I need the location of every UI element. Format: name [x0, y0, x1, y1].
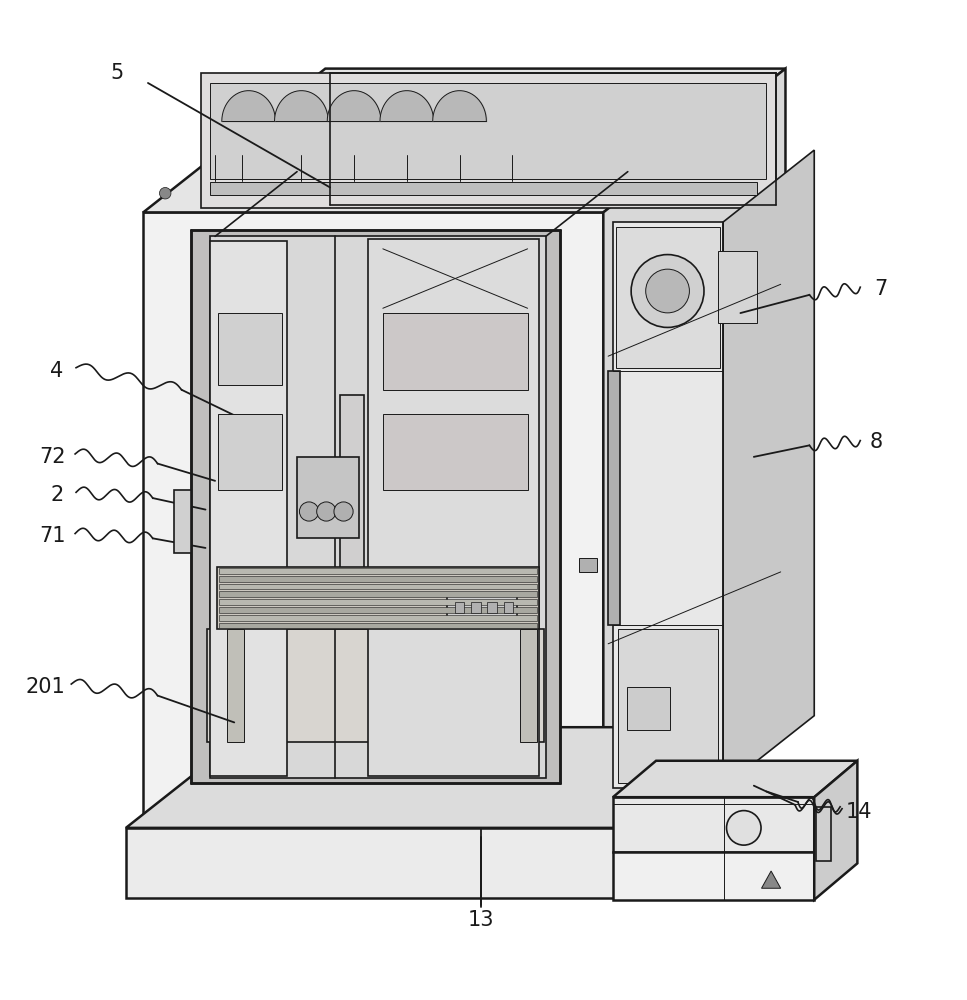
- Text: 13: 13: [467, 910, 494, 930]
- Text: 72: 72: [39, 447, 66, 467]
- Polygon shape: [218, 414, 282, 490]
- Polygon shape: [191, 230, 560, 783]
- Polygon shape: [210, 236, 545, 778]
- Circle shape: [316, 502, 336, 521]
- Circle shape: [334, 502, 353, 521]
- Circle shape: [631, 255, 704, 327]
- Polygon shape: [297, 457, 359, 538]
- Circle shape: [300, 502, 318, 521]
- Polygon shape: [201, 73, 776, 208]
- Polygon shape: [814, 761, 858, 900]
- Polygon shape: [219, 623, 538, 628]
- Polygon shape: [219, 576, 538, 582]
- Polygon shape: [143, 212, 603, 828]
- Text: 5: 5: [110, 63, 124, 83]
- Circle shape: [160, 187, 171, 199]
- Bar: [471, 602, 481, 613]
- Text: 4: 4: [50, 361, 64, 381]
- Polygon shape: [723, 150, 814, 788]
- Polygon shape: [618, 629, 718, 783]
- Polygon shape: [143, 69, 785, 212]
- Polygon shape: [219, 599, 538, 605]
- Polygon shape: [174, 490, 191, 553]
- Polygon shape: [219, 568, 538, 574]
- Text: 8: 8: [870, 432, 883, 452]
- Polygon shape: [613, 852, 814, 900]
- Circle shape: [726, 811, 761, 845]
- Polygon shape: [383, 313, 528, 390]
- Polygon shape: [613, 797, 814, 852]
- Circle shape: [646, 269, 689, 313]
- Polygon shape: [219, 584, 538, 589]
- Polygon shape: [126, 727, 748, 828]
- Polygon shape: [217, 567, 540, 629]
- Polygon shape: [219, 607, 538, 613]
- Text: 14: 14: [846, 802, 872, 822]
- Polygon shape: [218, 313, 282, 385]
- Polygon shape: [210, 241, 287, 776]
- Polygon shape: [219, 615, 538, 621]
- Polygon shape: [628, 687, 670, 730]
- Polygon shape: [210, 83, 766, 179]
- Text: 201: 201: [25, 677, 65, 697]
- Polygon shape: [520, 629, 538, 742]
- Polygon shape: [603, 69, 785, 828]
- Polygon shape: [816, 807, 832, 861]
- Polygon shape: [207, 629, 543, 742]
- Polygon shape: [368, 239, 540, 776]
- Polygon shape: [613, 761, 858, 797]
- Polygon shape: [339, 395, 364, 577]
- Polygon shape: [447, 596, 517, 617]
- Text: 2: 2: [50, 485, 64, 505]
- Polygon shape: [608, 371, 620, 625]
- Polygon shape: [613, 222, 723, 788]
- Bar: [454, 602, 464, 613]
- Polygon shape: [621, 727, 748, 898]
- Polygon shape: [226, 629, 244, 742]
- Polygon shape: [219, 591, 538, 597]
- Polygon shape: [579, 558, 597, 572]
- Polygon shape: [210, 182, 757, 195]
- Polygon shape: [762, 871, 780, 888]
- Text: 71: 71: [39, 526, 66, 546]
- Bar: [487, 602, 497, 613]
- Polygon shape: [126, 828, 621, 898]
- Bar: [504, 602, 513, 613]
- Polygon shape: [718, 251, 757, 323]
- Polygon shape: [383, 414, 528, 490]
- Text: 7: 7: [875, 279, 888, 299]
- Polygon shape: [616, 227, 720, 368]
